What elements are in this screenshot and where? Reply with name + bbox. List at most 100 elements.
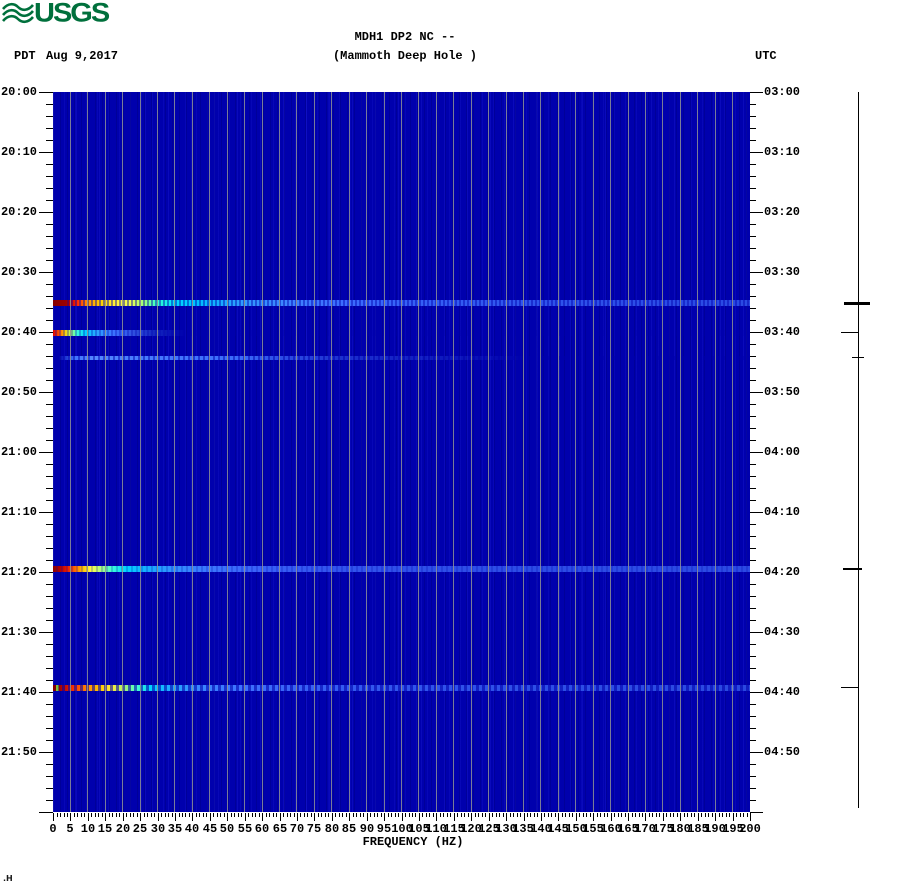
time-tick-right [750,152,763,153]
time-tick-left [39,332,53,333]
freq-tick-label: 5 [66,822,74,836]
freq-tick [269,813,271,817]
freq-gridline [435,92,437,812]
time-tick-right [750,332,763,333]
freq-tick [272,813,274,817]
time-tick-right [750,548,756,549]
freq-tick-label: 80 [324,822,340,836]
time-tick-left [46,788,53,789]
freq-tick [126,813,128,817]
time-tick-right [750,788,756,789]
time-tick-left [46,764,53,765]
freq-tick [251,813,253,817]
time-tick-right [750,476,756,477]
time-tick-right [750,248,756,249]
freq-tick [384,813,386,821]
freq-tick [464,813,466,817]
freq-tick [401,813,403,821]
time-tick-right [750,176,756,177]
freq-tick-label: 110 [425,822,447,836]
time-tick-left [46,164,53,165]
freq-gridline [383,92,385,812]
freq-gridline [139,92,141,812]
freq-tick [418,813,420,821]
freq-tick [551,813,553,817]
freq-tick [523,813,525,821]
time-tick-right [750,752,763,753]
freq-tick [642,813,643,817]
freq-tick [98,813,100,817]
freq-tick-label: 175 [652,822,674,836]
freq-tick [527,813,528,817]
freq-tick [87,813,89,821]
time-tick-left [39,692,53,693]
freq-tick [533,813,535,817]
freq-tick [561,813,563,817]
time-tick-right [750,320,756,321]
freq-tick [53,813,54,821]
freq-tick [105,813,107,821]
freq-tick-label: 105 [408,822,430,836]
time-tick-right [750,740,756,741]
freq-gridline [313,92,315,812]
freq-tick [94,813,96,817]
freq-tick [248,813,250,817]
time-tick-left [46,740,53,741]
freq-gridline [122,92,124,812]
freq-gridline [470,92,472,812]
freq-tick [676,813,678,817]
freq-tick [206,813,208,817]
usgs-wave-icon [2,2,34,24]
freq-tick [673,813,675,817]
freq-tick-label: 145 [547,822,569,836]
freq-tick [202,813,204,817]
time-tick-left [46,668,53,669]
freq-tick [199,813,201,817]
usgs-logo[interactable]: USGS [2,0,110,28]
freq-tick [565,813,567,817]
usgs-logo-text: USGS [34,0,110,28]
freq-tick [446,813,448,817]
time-tick-left [46,200,53,201]
freq-tick [694,813,696,817]
pdt-time-label: 21:20 [0,565,37,579]
freq-gridline [209,92,211,812]
freq-tick [722,813,724,817]
freq-tick [209,813,211,821]
time-tick-right [750,800,756,801]
utc-time-label: 04:20 [764,565,801,579]
pdt-time-label: 20:30 [0,265,37,279]
freq-tick [457,813,459,817]
freq-tick [405,813,406,817]
freq-tick [429,813,431,817]
time-tick-right [750,200,756,201]
freq-tick [575,813,577,821]
time-tick-right [750,464,756,465]
time-tick-left [46,704,53,705]
freq-tick [380,813,382,817]
freq-gridline [174,92,176,812]
freq-tick [614,813,616,817]
freq-tick [60,813,61,817]
freq-gridline [644,92,646,812]
time-tick-right [750,512,763,513]
freq-tick [296,813,298,821]
time-tick-right [750,452,763,453]
time-tick-left [46,728,53,729]
time-tick-right [750,440,756,441]
freq-tick-label: 50 [219,822,235,836]
time-tick-left [46,656,53,657]
time-tick-left [46,776,53,777]
freq-tick [631,813,633,817]
freq-tick [715,813,717,821]
time-tick-left [39,812,53,813]
freq-tick [314,813,316,821]
time-tick-left [46,404,53,405]
freq-gridline [69,92,71,812]
time-tick-right [750,416,756,417]
freq-tick [568,813,570,817]
freq-tick [453,813,455,821]
time-tick-right [750,368,756,369]
freq-tick [143,813,145,817]
pdt-time-label: 21:50 [0,745,37,759]
